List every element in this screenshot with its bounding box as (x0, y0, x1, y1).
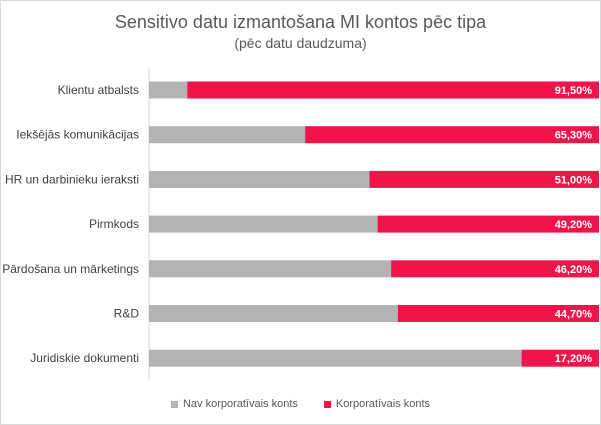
category-label: HR un darbinieku ieraksti (5, 172, 139, 186)
bar-corporate (187, 81, 599, 99)
data-label: 49,20% (555, 219, 593, 231)
bar-non-corporate (149, 305, 398, 322)
category-label: Iekšējās komunikācijas (16, 128, 139, 142)
bar-corporate (369, 170, 599, 188)
data-label: 17,20% (555, 353, 593, 365)
legend-swatch-non-corporate (170, 400, 178, 408)
legend: Nav korporatīvais konts Korporatīvais ko… (0, 398, 601, 410)
bar-corporate (391, 260, 599, 278)
bar-corporate (397, 305, 599, 322)
bar-non-corporate (149, 349, 522, 367)
data-label: 46,20% (555, 264, 593, 276)
bar-corporate (305, 126, 599, 144)
category-label: Klientu atbalsts (58, 83, 139, 97)
category-label: Juridiskie dokumenti (30, 351, 139, 365)
chart-title: Sensitivo datu izmantošana MI kontos pēc… (114, 12, 487, 32)
category-label: Pārdošana un mārketings (2, 262, 139, 276)
legend-item-corporate: Korporatīvais konts (323, 398, 431, 410)
legend-item-non-corporate: Nav korporatīvais konts (170, 398, 298, 410)
data-label: 65,30% (555, 130, 593, 142)
bar-non-corporate (149, 81, 188, 99)
category-label: Pirmkods (89, 217, 139, 231)
data-label: 44,70% (555, 309, 593, 321)
bar-corporate (377, 215, 599, 233)
legend-swatch-corporate (323, 400, 331, 408)
legend-label-non-corporate: Nav korporatīvais konts (182, 398, 298, 410)
bar-non-corporate (149, 126, 306, 144)
bar-corporate (521, 349, 599, 367)
legend-label-corporate: Korporatīvais konts (335, 398, 431, 410)
data-label: 91,50% (555, 85, 593, 97)
category-label: R&D (114, 307, 140, 321)
data-label: 51,00% (555, 174, 593, 186)
bar-non-corporate (149, 215, 378, 233)
bar-non-corporate (149, 170, 370, 188)
bar-non-corporate (149, 260, 392, 278)
chart-subtitle: (pēc datu daudzuma) (234, 35, 367, 51)
